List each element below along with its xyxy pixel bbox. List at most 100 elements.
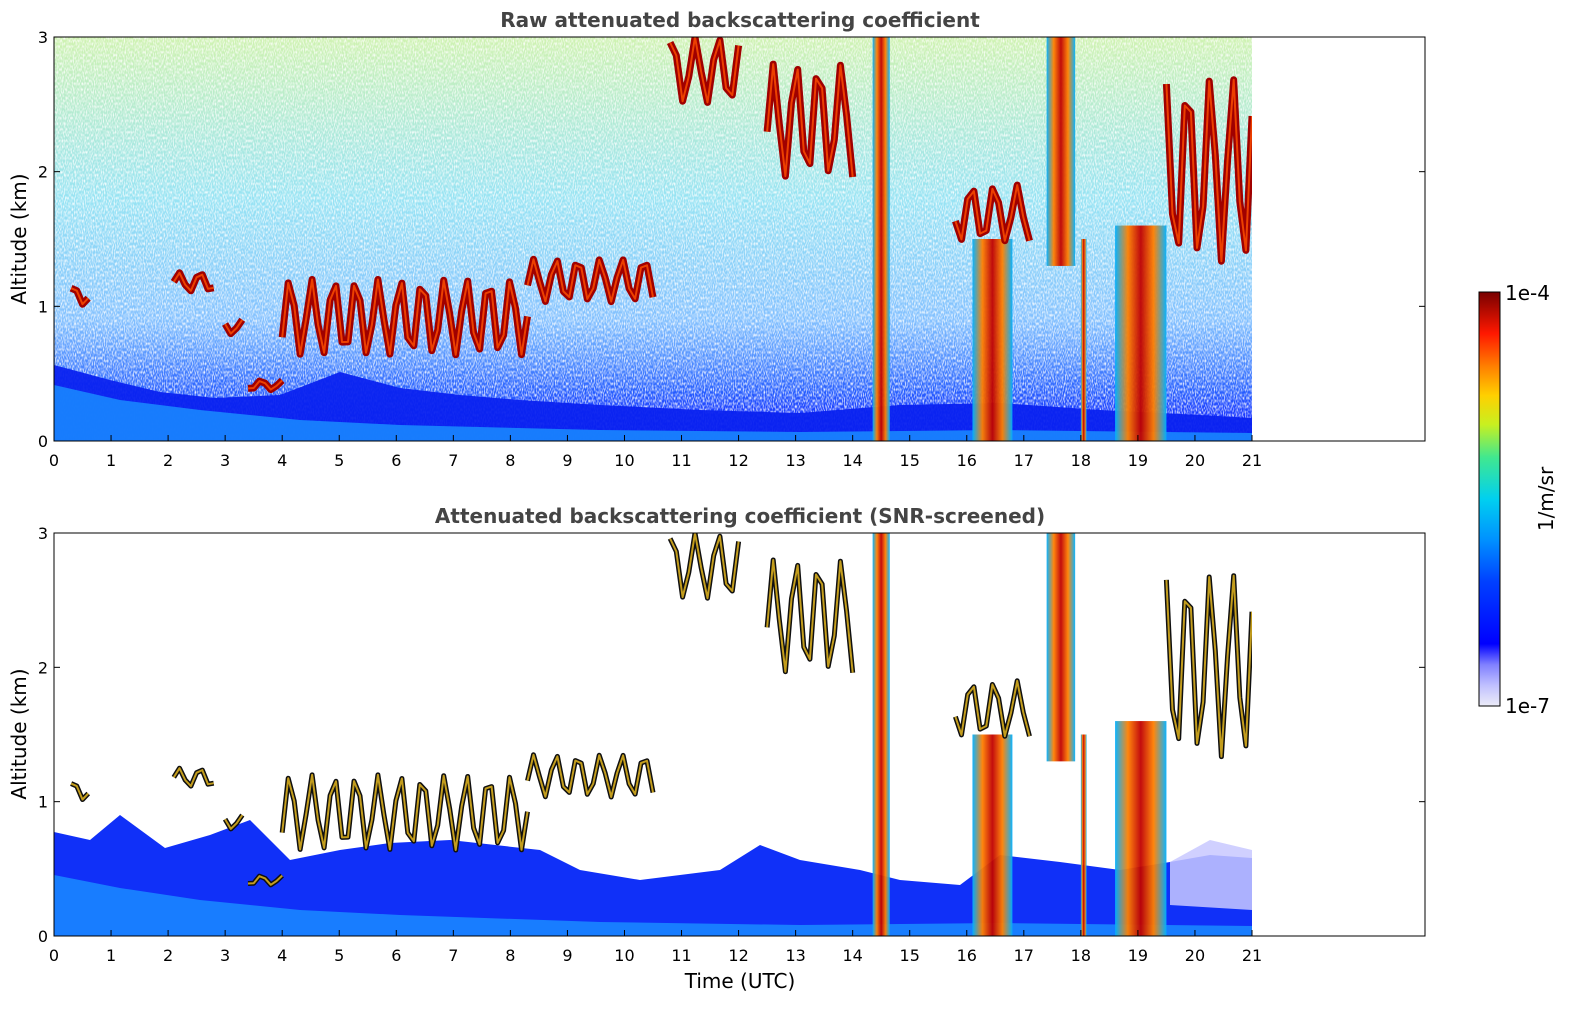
raw-x-tick-label: 11 <box>671 451 691 470</box>
screened-y-tick-label: 1 <box>38 793 48 812</box>
raw-axes-frame <box>53 36 1426 442</box>
screened-cloud-edge <box>224 814 244 830</box>
raw-x-tick-label: 21 <box>1242 451 1262 470</box>
raw-x-tick-label: 18 <box>1071 451 1091 470</box>
raw-backscatter-panel: Raw attenuated backscattering coefficien… <box>7 8 1426 470</box>
screened-cloud-edge <box>766 559 854 673</box>
raw-cloud-edge <box>526 258 654 303</box>
screened-y-tick-label: 0 <box>38 927 48 946</box>
screened-y-axis-label: Altitude (km) <box>7 668 31 799</box>
raw-precipitation-column <box>872 37 890 441</box>
screened-precipitation-column <box>972 734 1013 936</box>
screened-cloud-edge <box>70 782 89 801</box>
screened-x-tick-label: 4 <box>277 946 287 965</box>
raw-y-tick-label: 3 <box>38 28 48 47</box>
raw-x-tick-label: 3 <box>220 451 230 470</box>
x-axis-label: Time (UTC) <box>684 969 796 993</box>
raw-y-axis-label: Altitude (km) <box>7 173 31 304</box>
colorbar-unit-label: 1/m/sr <box>1534 466 1558 531</box>
raw-cloud-edge <box>224 319 244 335</box>
raw-cloud-edge <box>247 379 283 391</box>
screened-x-tick-label: 5 <box>334 946 344 965</box>
screened-x-tick-label: 21 <box>1242 946 1262 965</box>
raw-x-tick-label: 16 <box>957 451 977 470</box>
raw-x-tick-label: 7 <box>448 451 458 470</box>
raw-cloud-edge <box>70 287 89 306</box>
screened-axes-frame <box>53 532 1426 937</box>
screened-precipitation-column <box>1046 533 1076 762</box>
screened-faint-layer <box>1170 840 1252 910</box>
raw-cloud-edge <box>766 63 854 178</box>
raw-surface-aerosol-layer <box>54 365 1252 441</box>
screened-panel-title: Attenuated backscattering coefficient (S… <box>435 504 1045 528</box>
screened-x-tick-label: 17 <box>1014 946 1034 965</box>
screened-x-tick-label: 10 <box>614 946 634 965</box>
raw-precipitation-column <box>1046 37 1076 266</box>
screened-surface-layer <box>54 815 1252 936</box>
colorbar-gradient <box>1478 291 1501 707</box>
raw-x-tick-label: 10 <box>614 451 634 470</box>
screened-precipitation-column <box>872 533 890 936</box>
raw-cloud-features <box>69 37 1252 441</box>
screened-x-tick-label: 20 <box>1185 946 1205 965</box>
raw-precipitation-column <box>1080 239 1087 441</box>
screened-x-tick-label: 1 <box>106 946 116 965</box>
colorbar-min-label: 1e-7 <box>1505 694 1550 718</box>
screened-x-tick-label: 3 <box>220 946 230 965</box>
screened-x-tick-label: 13 <box>785 946 805 965</box>
raw-heatmap <box>54 37 1252 441</box>
screened-x-tick-label: 11 <box>671 946 691 965</box>
screened-x-tick-label: 2 <box>163 946 173 965</box>
raw-x-tick-label: 6 <box>391 451 401 470</box>
screened-cloud-features <box>70 533 1252 936</box>
raw-cloud-edge <box>669 37 740 104</box>
screened-x-tick-label: 9 <box>562 946 572 965</box>
raw-x-tick-label: 13 <box>785 451 805 470</box>
raw-x-tick-label: 19 <box>1128 451 1148 470</box>
screened-x-tick-label: 18 <box>1071 946 1091 965</box>
colorbar-max-label: 1e-4 <box>1505 281 1550 305</box>
screened-y-tick-label: 2 <box>38 658 48 677</box>
screened-precipitation-column <box>1080 734 1087 936</box>
raw-x-tick-label: 17 <box>1014 451 1034 470</box>
raw-panel-title: Raw attenuated backscattering coefficien… <box>500 8 980 32</box>
screened-x-tick-label: 8 <box>505 946 515 965</box>
screened-cloud-edge <box>172 767 214 788</box>
screened-x-tick-label: 6 <box>391 946 401 965</box>
raw-cloud-edge <box>954 184 1031 242</box>
screened-cloud-edge <box>669 533 740 600</box>
screened-surface-bright <box>54 875 1252 936</box>
raw-x-tick-label: 8 <box>505 451 515 470</box>
screened-x-tick-label: 12 <box>728 946 748 965</box>
screened-precipitation-column <box>1115 721 1167 936</box>
raw-x-tick-label: 0 <box>49 451 59 470</box>
raw-x-tick-label: 4 <box>277 451 287 470</box>
screened-cloud-layer <box>667 533 742 601</box>
screened-heatmap <box>54 533 1252 936</box>
raw-cloud-edge <box>1165 78 1252 263</box>
raw-x-tick-label: 5 <box>334 451 344 470</box>
screened-cloud-edge <box>526 753 654 798</box>
screened-cloud-edge <box>247 874 283 886</box>
screened-y-tick-label: 3 <box>38 524 48 543</box>
screened-x-tick-label: 19 <box>1128 946 1148 965</box>
raw-y-tick-label: 2 <box>38 163 48 182</box>
colorbar: 1e-4 1e-7 1/m/sr <box>1478 281 1558 718</box>
screened-x-tick-label: 15 <box>900 946 920 965</box>
raw-cloud-edge <box>172 271 214 292</box>
raw-x-tick-label: 9 <box>562 451 572 470</box>
raw-x-tick-label: 2 <box>163 451 173 470</box>
screened-cloud-edge <box>954 679 1031 738</box>
screened-cloud-edge <box>1165 574 1252 758</box>
raw-x-tick-label: 1 <box>106 451 116 470</box>
raw-y-tick-label: 0 <box>38 432 48 451</box>
raw-cloud-edge <box>281 278 529 356</box>
raw-precipitation-column <box>972 239 1013 441</box>
raw-x-tick-label: 15 <box>900 451 920 470</box>
raw-precipitation-column <box>1115 225 1167 441</box>
screened-x-tick-label: 16 <box>957 946 977 965</box>
raw-x-tick-label: 12 <box>728 451 748 470</box>
